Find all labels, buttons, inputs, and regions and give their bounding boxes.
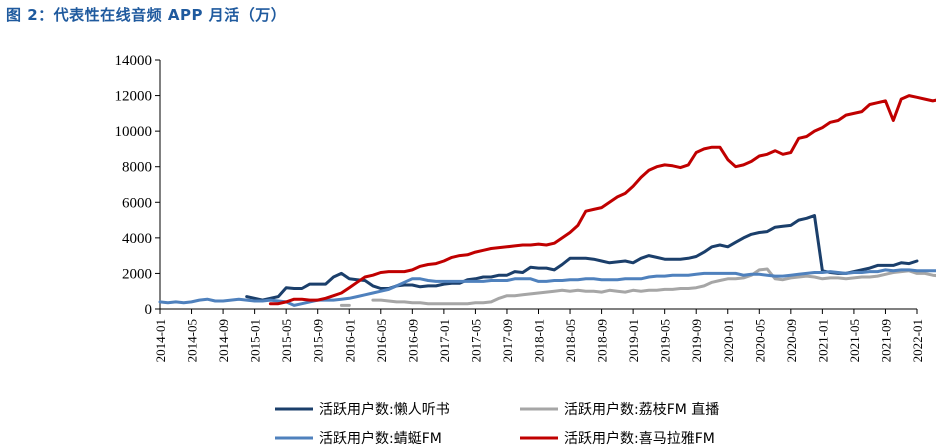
legend-label: 活跃用户数:懒人听书 — [319, 401, 450, 418]
x-tick-label: 2014-05 — [185, 319, 200, 362]
x-tick-label: 2022-01 — [910, 319, 925, 362]
x-tick-label: 2020-01 — [721, 319, 736, 362]
x-tick-label: 2018-05 — [563, 319, 578, 362]
series-lines — [158, 94, 936, 307]
y-tick-label: 12000 — [115, 89, 153, 105]
x-tick-label: 2021-09 — [878, 319, 893, 362]
x-tick-label: 2017-09 — [500, 319, 515, 362]
y-axis-ticks: 0 2000 4000 6000 8000 10000 12000 14000 — [115, 53, 160, 318]
y-tick-label: 14000 — [115, 53, 153, 69]
y-tick-label: 8000 — [122, 160, 152, 176]
x-tick-label: 2019-09 — [689, 319, 704, 362]
x-axis-ticks: 2014-01 2014-05 2014-09 2015-01 2015-05 2015-… — [153, 309, 925, 362]
x-tick-label: 2021-05 — [847, 319, 862, 362]
x-tick-label: 2015-01 — [248, 319, 263, 362]
series-line-1 — [371, 267, 936, 306]
chart-title: 图 2：代表性在线音频 APP 月活（万） — [6, 6, 287, 24]
x-tick-label: 2016-05 — [374, 319, 389, 362]
x-tick-label: 2016-09 — [405, 319, 420, 362]
legend-label: 活跃用户数:蜻蜓FM — [319, 430, 442, 447]
x-tick-label: 2019-05 — [658, 319, 673, 362]
x-tick-label: 2018-09 — [595, 319, 610, 362]
y-tick-label: 4000 — [122, 231, 152, 247]
y-tick-label: 2000 — [122, 266, 152, 282]
series-line-2 — [158, 268, 936, 307]
x-tick-label: 2020-09 — [784, 319, 799, 362]
x-tick-label: 2014-01 — [153, 319, 168, 362]
x-tick-label: 2015-05 — [279, 319, 294, 362]
x-tick-label: 2017-01 — [437, 319, 452, 362]
axes — [159, 60, 917, 310]
x-tick-label: 2014-09 — [216, 319, 231, 362]
x-tick-label: 2015-09 — [311, 319, 326, 362]
x-tick-label: 2019-01 — [626, 319, 641, 362]
legend-label: 活跃用户数:喜马拉雅FM — [564, 430, 715, 447]
y-tick-label: 10000 — [115, 124, 153, 140]
y-tick-label: 6000 — [122, 195, 152, 211]
x-tick-label: 2021-01 — [815, 319, 830, 362]
x-tick-label: 2018-01 — [532, 319, 547, 362]
legend-label: 活跃用户数:荔枝FM 直播 — [564, 401, 719, 418]
series-line-3 — [268, 94, 936, 306]
x-tick-label: 2020-05 — [752, 319, 767, 362]
y-tick-label: 0 — [145, 302, 153, 318]
x-tick-label: 2016-01 — [342, 319, 357, 362]
x-tick-label: 2017-05 — [468, 319, 483, 362]
